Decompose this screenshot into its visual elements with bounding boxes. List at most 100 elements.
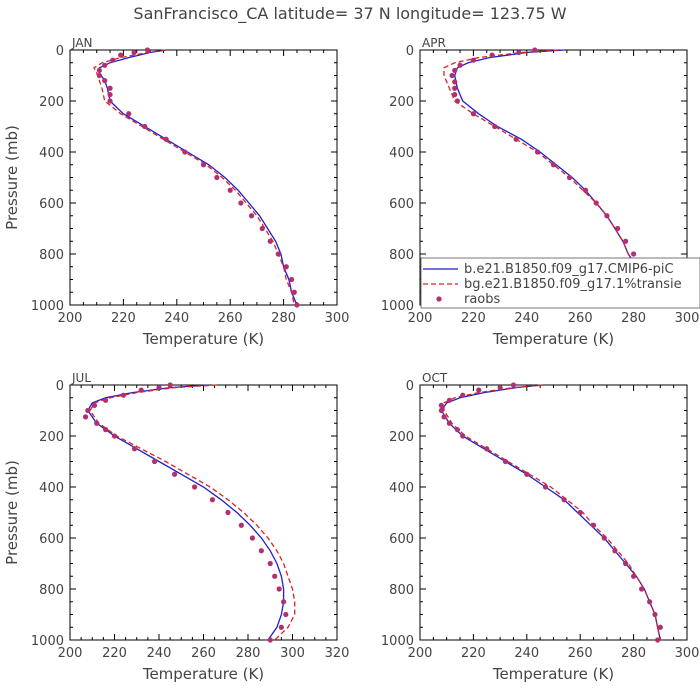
raobs-point [151, 458, 158, 465]
y-tick-label: 1000 [381, 634, 414, 649]
raobs-point [225, 509, 231, 516]
raobs-point [502, 458, 509, 465]
raobs-point [163, 136, 169, 142]
x-tick-label: 200 [58, 646, 83, 661]
y-tick-label: 600 [389, 197, 414, 212]
raobs-point [96, 67, 102, 73]
raobs-point [561, 497, 567, 503]
x-tick-label: 280 [621, 311, 646, 326]
panel-apr: APR 200 220 240 260 280 300 0 200 400 600 800 1000 Te… [381, 36, 700, 348]
raobs-point [102, 62, 108, 68]
x-tick-label: 240 [514, 646, 539, 661]
raobs-point [438, 407, 444, 414]
raobs-point [171, 471, 178, 477]
raobs-point [460, 433, 466, 439]
raobs-point [102, 78, 108, 84]
y-tick-label: 400 [39, 481, 64, 496]
panel-jan: JAN 200 220 240 260 280 300 0 200 400 600 800 1000 Te… [3, 36, 349, 348]
raobs-point [449, 72, 455, 79]
x-tick-label: 220 [102, 646, 127, 661]
raobs-point [110, 57, 116, 63]
x-tick-label: 240 [147, 646, 172, 661]
y-tick-label: 800 [39, 583, 64, 598]
raobs-point [484, 446, 490, 452]
raobs-point [156, 384, 162, 391]
raobs-point [209, 497, 215, 503]
legend: b.e21.B1850.f09_g17.CMIP6-piCbg.e21.B185… [420, 257, 700, 309]
x-axis-title: Temperature (K) [142, 330, 264, 348]
raobs-point [85, 407, 91, 414]
transient-model-line [89, 384, 296, 641]
raobs-point [275, 251, 281, 257]
x-tick-label: 320 [325, 646, 350, 661]
x-axis-title: Temperature (K) [142, 665, 264, 683]
raobs-point [452, 67, 458, 73]
raobs-point [82, 414, 89, 420]
raobs-point [267, 637, 273, 643]
raobs-point [167, 382, 173, 388]
x-tick-label: 300 [675, 311, 700, 326]
legend-label: bg.e21.B1850.f09_g17.1%transie [464, 277, 682, 292]
raobs-point [441, 414, 447, 420]
raobs-point [94, 420, 100, 426]
raobs-point [593, 200, 599, 206]
raobs-point [103, 397, 109, 403]
x-axis-title: Temperature (K) [492, 665, 614, 683]
raobs-point [452, 92, 458, 98]
panel-label: APR [422, 36, 446, 50]
control-model-line [440, 384, 661, 641]
raobs-point [577, 509, 583, 516]
raobs-point [131, 49, 137, 56]
control-model-line [87, 384, 285, 641]
raobs-point [601, 535, 607, 541]
y-tick-label: 200 [39, 95, 64, 110]
y-tick-label: 1000 [31, 299, 64, 314]
y-tick-label: 1000 [381, 299, 414, 314]
raobs-point [107, 98, 113, 104]
x-tick-label: 300 [325, 311, 350, 326]
raobs-point [131, 446, 138, 452]
y-tick-label: 200 [389, 430, 414, 445]
raobs-point [647, 599, 653, 605]
raobs-point [281, 599, 287, 605]
raobs-point [238, 522, 244, 528]
y-tick-label: 800 [39, 248, 64, 263]
raobs-point [532, 47, 538, 53]
raobs-point [283, 611, 289, 618]
x-tick-label: 220 [461, 311, 486, 326]
raobs-point [470, 111, 476, 117]
x-tick-label: 300 [280, 646, 305, 661]
raobs-point [622, 560, 629, 567]
x-tick-label: 280 [271, 311, 296, 326]
raobs-point [96, 72, 102, 79]
raobs-point [111, 433, 118, 439]
y-tick-label: 0 [406, 379, 414, 394]
raobs-point [227, 187, 233, 193]
raobs-point [492, 123, 498, 130]
panel-jul: JUL 200 220 240 260 280 300 320 0 200 400 600 800 100… [3, 371, 349, 683]
raobs-point [631, 251, 637, 257]
y-tick-label: 400 [389, 481, 414, 496]
legend-box [420, 257, 700, 309]
legend-label: b.e21.B1850.f09_g17.CMIP6-piC [464, 262, 674, 277]
raobs-point [118, 52, 124, 58]
panel-oct: OCT 200 220 240 260 280 300 0 200 400 600 800 1000 Te… [381, 371, 700, 683]
raobs-point [182, 149, 188, 155]
raobs-point [470, 57, 476, 63]
raobs-point [107, 85, 113, 91]
x-tick-label: 200 [58, 311, 83, 326]
raobs-point [452, 85, 458, 91]
raobs-point [138, 387, 144, 393]
x-tick-label: 280 [621, 646, 646, 661]
raobs-point [612, 548, 618, 554]
x-tick-label: 240 [164, 311, 189, 326]
plot-frame [69, 384, 338, 641]
raobs-point [534, 149, 541, 155]
raobs-point [258, 548, 264, 554]
raobs-point [652, 611, 658, 618]
raobs-point [446, 397, 452, 403]
raobs-point [446, 420, 452, 426]
raobs-point [631, 573, 637, 579]
raobs-point [272, 573, 278, 579]
raobs-point [452, 79, 458, 85]
